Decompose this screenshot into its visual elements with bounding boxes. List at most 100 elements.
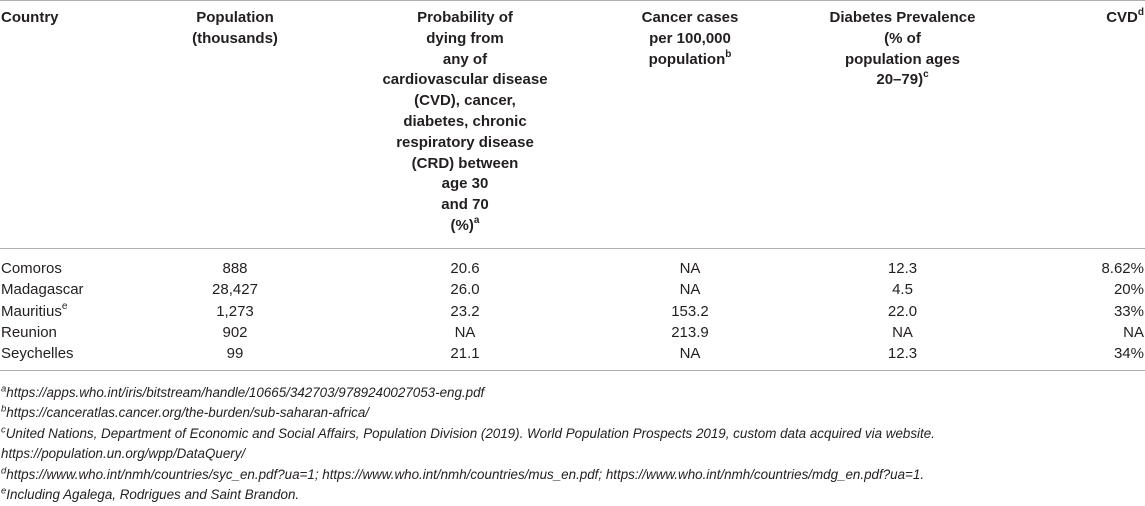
cell-country: Madagascar	[0, 279, 120, 300]
header-line: (thousands)	[192, 29, 278, 47]
cell-cvd: NA	[1005, 322, 1145, 343]
header-row: Country Population (thousands) Probabilit…	[0, 0, 1145, 249]
table-row: Madagascar 28,427 26.0 NA 4.5 20%	[0, 279, 1145, 300]
footnote-text: United Nations, Department of Economic a…	[1, 425, 935, 462]
cell-cancer-cases: NA	[580, 248, 800, 279]
cell-cvd: 33%	[1005, 301, 1145, 322]
header-line: populationb	[648, 48, 732, 68]
cell-country-value: Comoros	[1, 259, 62, 277]
cell-country: Seychelles	[0, 343, 120, 370]
cell-diabetes-prevalence-value: NA	[892, 323, 913, 341]
cell-population: 888	[120, 248, 350, 279]
header-line: respiratory disease	[396, 133, 534, 151]
cell-country-value: Seychelles	[1, 345, 74, 363]
header-line: (% of	[884, 29, 921, 47]
header-cvd: CVDd	[1005, 0, 1145, 249]
cell-probability: 21.1	[350, 343, 580, 370]
cell-probability: NA	[350, 322, 580, 343]
header-line: age 30	[441, 175, 489, 193]
cell-probability-value: 20.6	[450, 259, 480, 277]
cell-cancer-cases-value: NA	[679, 345, 701, 363]
footnote-marker: c	[923, 69, 929, 81]
cell-cvd-value: 20%	[1113, 281, 1144, 299]
cell-population-value: 1,273	[216, 302, 254, 320]
footnote-text: https://apps.who.int/iris/bitstream/hand…	[6, 385, 485, 400]
header-line: per 100,000	[649, 29, 731, 47]
header-population: Population (thousands)	[120, 0, 350, 249]
cell-probability-value: 23.2	[450, 302, 480, 320]
footnote-text: https://canceratlas.cancer.org/the-burde…	[6, 405, 370, 421]
table-row: Seychelles 99 21.1 NA 12.3 34%	[0, 343, 1145, 371]
header-country: Country	[0, 0, 120, 249]
footnote-marker: d	[1137, 7, 1144, 18]
header-line: CVDd	[1106, 7, 1144, 27]
footnote-marker: a	[1, 383, 7, 395]
footnote-a: ahttps://apps.who.int/iris/bitstream/han…	[1, 383, 1141, 403]
footnote-e: eIncluding Agalega, Rodrigues and Saint …	[1, 485, 1141, 505]
cell-probability-value: 26.0	[450, 281, 480, 299]
header-line: population ages	[844, 50, 960, 68]
header-line: Diabetes Prevalence	[829, 9, 976, 26]
cell-probability: 26.0	[350, 279, 580, 300]
cell-cvd: 34%	[1005, 343, 1145, 370]
cell-population: 902	[120, 322, 350, 343]
cell-diabetes-prevalence: 22.0	[800, 301, 1005, 322]
footnotes: ahttps://apps.who.int/iris/bitstream/han…	[1, 383, 1141, 505]
header-line: dying from	[426, 29, 504, 47]
header-line: (%)a	[450, 214, 480, 234]
cell-cvd: 20%	[1005, 279, 1145, 300]
table-row: Reunion 902 NA 213.9 NA NA	[0, 322, 1145, 343]
footnote-marker: c	[1, 424, 6, 436]
cell-diabetes-prevalence: 4.5	[800, 279, 1005, 300]
header-probability: Probability of dying from any of cardiovasc…	[350, 0, 580, 249]
cell-country: Reunion	[0, 322, 120, 343]
cell-cvd-value: 34%	[1113, 345, 1144, 363]
cell-cancer-cases-value: NA	[679, 259, 701, 277]
header-line: and 70	[441, 196, 489, 214]
header-line: Country	[1, 9, 59, 26]
cell-cancer-cases: 153.2	[580, 301, 800, 322]
cell-probability: 20.6	[350, 248, 580, 279]
cell-population-value: 902	[222, 323, 248, 341]
cell-probability-value: 21.1	[450, 345, 480, 363]
footnote-marker: b	[725, 48, 732, 60]
cell-cancer-cases-value: NA	[679, 281, 701, 299]
header-line: Probability of	[417, 9, 513, 26]
footnote-text: Including Agalega, Rodrigues and Saint B…	[6, 487, 300, 503]
cell-probability-value: NA	[454, 323, 476, 341]
cell-cancer-cases-value: 153.2	[671, 302, 709, 320]
cell-cancer-cases: 213.9	[580, 322, 800, 343]
footnote-marker: e	[61, 300, 68, 312]
header-line: cardiovascular disease	[382, 71, 548, 89]
cell-cvd-value: NA	[1123, 323, 1144, 341]
footnote-c: cUnited Nations, Department of Economic …	[1, 424, 1141, 465]
table-row: Mauritiuse 1,273 23.2 153.2 22.0 33%	[0, 301, 1145, 322]
cell-diabetes-prevalence-value: 22.0	[887, 302, 918, 320]
cell-diabetes-prevalence: 12.3	[800, 343, 1005, 370]
header-line: (CVD), cancer,	[414, 92, 516, 110]
cell-population: 99	[120, 343, 350, 370]
cell-country: Mauritiuse	[0, 301, 120, 322]
cell-cancer-cases-value: 213.9	[671, 323, 709, 341]
header-cancer-cases: Cancer cases per 100,000 populationb	[580, 0, 800, 249]
cell-diabetes-prevalence-value: 12.3	[887, 345, 918, 363]
footnote-b: bhttps://canceratlas.cancer.org/the-burd…	[1, 403, 1141, 423]
header-line: diabetes, chronic	[403, 112, 527, 130]
header-line: Cancer cases	[641, 9, 739, 26]
cell-cvd: 8.62%	[1005, 248, 1145, 279]
cell-country-value: Reunion	[1, 323, 57, 341]
cell-country-value: Madagascar	[1, 281, 84, 299]
cell-diabetes-prevalence: NA	[800, 322, 1005, 343]
footnote-marker: a	[473, 214, 480, 226]
header-line: 20–79)c	[876, 69, 929, 89]
cell-population: 28,427	[120, 279, 350, 300]
header-line: Population	[196, 9, 274, 26]
cell-diabetes-prevalence-value: 4.5	[892, 281, 913, 299]
header-diabetes-prevalence: Diabetes Prevalence (% of population ages 2…	[800, 0, 1005, 249]
table-body: Comoros 888 20.6 NA 12.3 8.62% Madagascar 28,42…	[0, 248, 1145, 371]
data-table: Country Population (thousands) Probabilit…	[0, 0, 1145, 371]
footnote-marker: b	[1, 403, 7, 415]
cell-cvd-value: 8.62%	[1101, 259, 1144, 277]
cell-cvd-value: 33%	[1113, 302, 1144, 320]
cell-cancer-cases: NA	[580, 279, 800, 300]
